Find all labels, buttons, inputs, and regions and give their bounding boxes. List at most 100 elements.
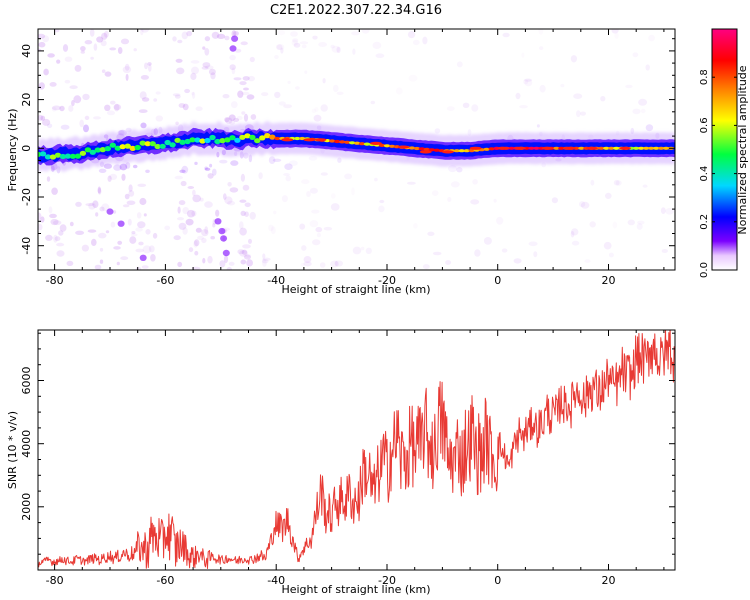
ridge-cell (333, 139, 341, 144)
noise-speck (308, 155, 318, 161)
ridge-cell (174, 137, 181, 143)
noise-speck (219, 260, 226, 268)
noise-speck (470, 199, 480, 205)
noise-speck (211, 31, 220, 39)
noise-speck (141, 265, 149, 269)
ridge-cell (294, 136, 301, 141)
noise-speck (177, 261, 183, 268)
noise-speck (101, 69, 106, 73)
noise-speck (175, 121, 179, 126)
noise-speck (287, 80, 291, 84)
noise-speck (365, 247, 372, 254)
noise-speck (204, 201, 213, 208)
noise-speck (312, 35, 318, 40)
noise-speck (130, 233, 138, 237)
noise-speck (648, 34, 655, 42)
noise-speck (612, 221, 618, 229)
noise-speck (408, 74, 418, 82)
noise-speck (127, 218, 132, 226)
noise-speck (538, 29, 544, 35)
noise-speck (239, 199, 247, 203)
noise-speck (82, 93, 90, 101)
noise-speck (223, 255, 229, 263)
ridge-cell (428, 148, 435, 152)
noise-speck (204, 226, 209, 235)
noise-speck (97, 187, 102, 195)
noise-speck (120, 38, 130, 45)
ridge-peak (281, 138, 294, 142)
noise-speck (237, 249, 245, 255)
ridge-cell (139, 140, 146, 146)
noise-speck (289, 160, 298, 166)
ridge-cell (249, 134, 256, 140)
colorbar-tick-label: 0.0 (699, 262, 710, 278)
noise-speck (84, 40, 93, 45)
noise-speck (56, 242, 65, 247)
noise-speck (521, 52, 525, 58)
noise-speck (281, 195, 288, 203)
noise-speck (148, 64, 152, 72)
noise-speck (231, 101, 238, 109)
noise-speck (590, 179, 595, 186)
ridge-cell (578, 146, 585, 150)
noise-speck (135, 227, 143, 232)
noise-speck (322, 78, 326, 84)
noise-speck (38, 114, 44, 121)
ridge-cell (408, 146, 416, 150)
noise-speck (249, 211, 256, 220)
noise-speck (172, 93, 181, 97)
noise-speck (627, 219, 635, 226)
noise-speck (182, 207, 189, 215)
spectrogram-x-ticks: -80 -60 -40 -20 0 20 (46, 29, 665, 287)
noise-speck (456, 61, 463, 68)
noise-speck (573, 93, 583, 99)
noise-speck (140, 75, 149, 80)
noise-speck (88, 202, 96, 210)
noise-speck (113, 246, 121, 250)
noise-speck (53, 234, 58, 243)
noise-speck (191, 210, 197, 217)
noise-speck (121, 173, 126, 181)
noise-speck (351, 187, 355, 196)
noise-speck (194, 239, 200, 247)
noise-speck (276, 44, 285, 51)
noise-speck (448, 165, 457, 173)
noise-speck (50, 218, 59, 226)
spectrogram-ridge (38, 120, 675, 173)
noise-speck (299, 41, 309, 45)
noise-speck (224, 35, 230, 41)
noise-speck (190, 72, 197, 80)
noise-speck (205, 65, 214, 70)
noise-speck (103, 163, 112, 169)
noise-speck (407, 30, 416, 39)
colorbar-tick-label: 0.8 (699, 69, 710, 85)
noise-speck (178, 200, 186, 206)
noise-speck (212, 168, 217, 176)
ridge-cell (64, 153, 72, 159)
noise-speck (79, 119, 84, 128)
noise-speck (632, 52, 639, 58)
colorbar-tick-label: 0.4 (699, 166, 710, 182)
noise-speck (112, 210, 117, 214)
noise-speck (201, 229, 209, 237)
noise-speck (283, 173, 290, 176)
noise-speck (334, 260, 338, 267)
noise-speck (66, 260, 74, 266)
noise-speck (133, 48, 137, 52)
noise-speck (471, 104, 479, 112)
noise-speck (174, 94, 181, 99)
ridge-cell (533, 146, 540, 150)
noise-speck (42, 35, 50, 43)
noise-speck (344, 173, 353, 180)
noise-speck (311, 108, 317, 114)
noise-speck (53, 220, 62, 226)
noise-speck (502, 32, 510, 38)
noise-speck (216, 33, 226, 40)
noise-speck (75, 201, 82, 207)
noise-speck (207, 173, 214, 179)
noise-speck (113, 164, 122, 171)
noise-speck (145, 169, 150, 173)
noise-speck (292, 38, 299, 43)
noise-speck (524, 78, 532, 82)
ridge-cell (234, 137, 241, 143)
